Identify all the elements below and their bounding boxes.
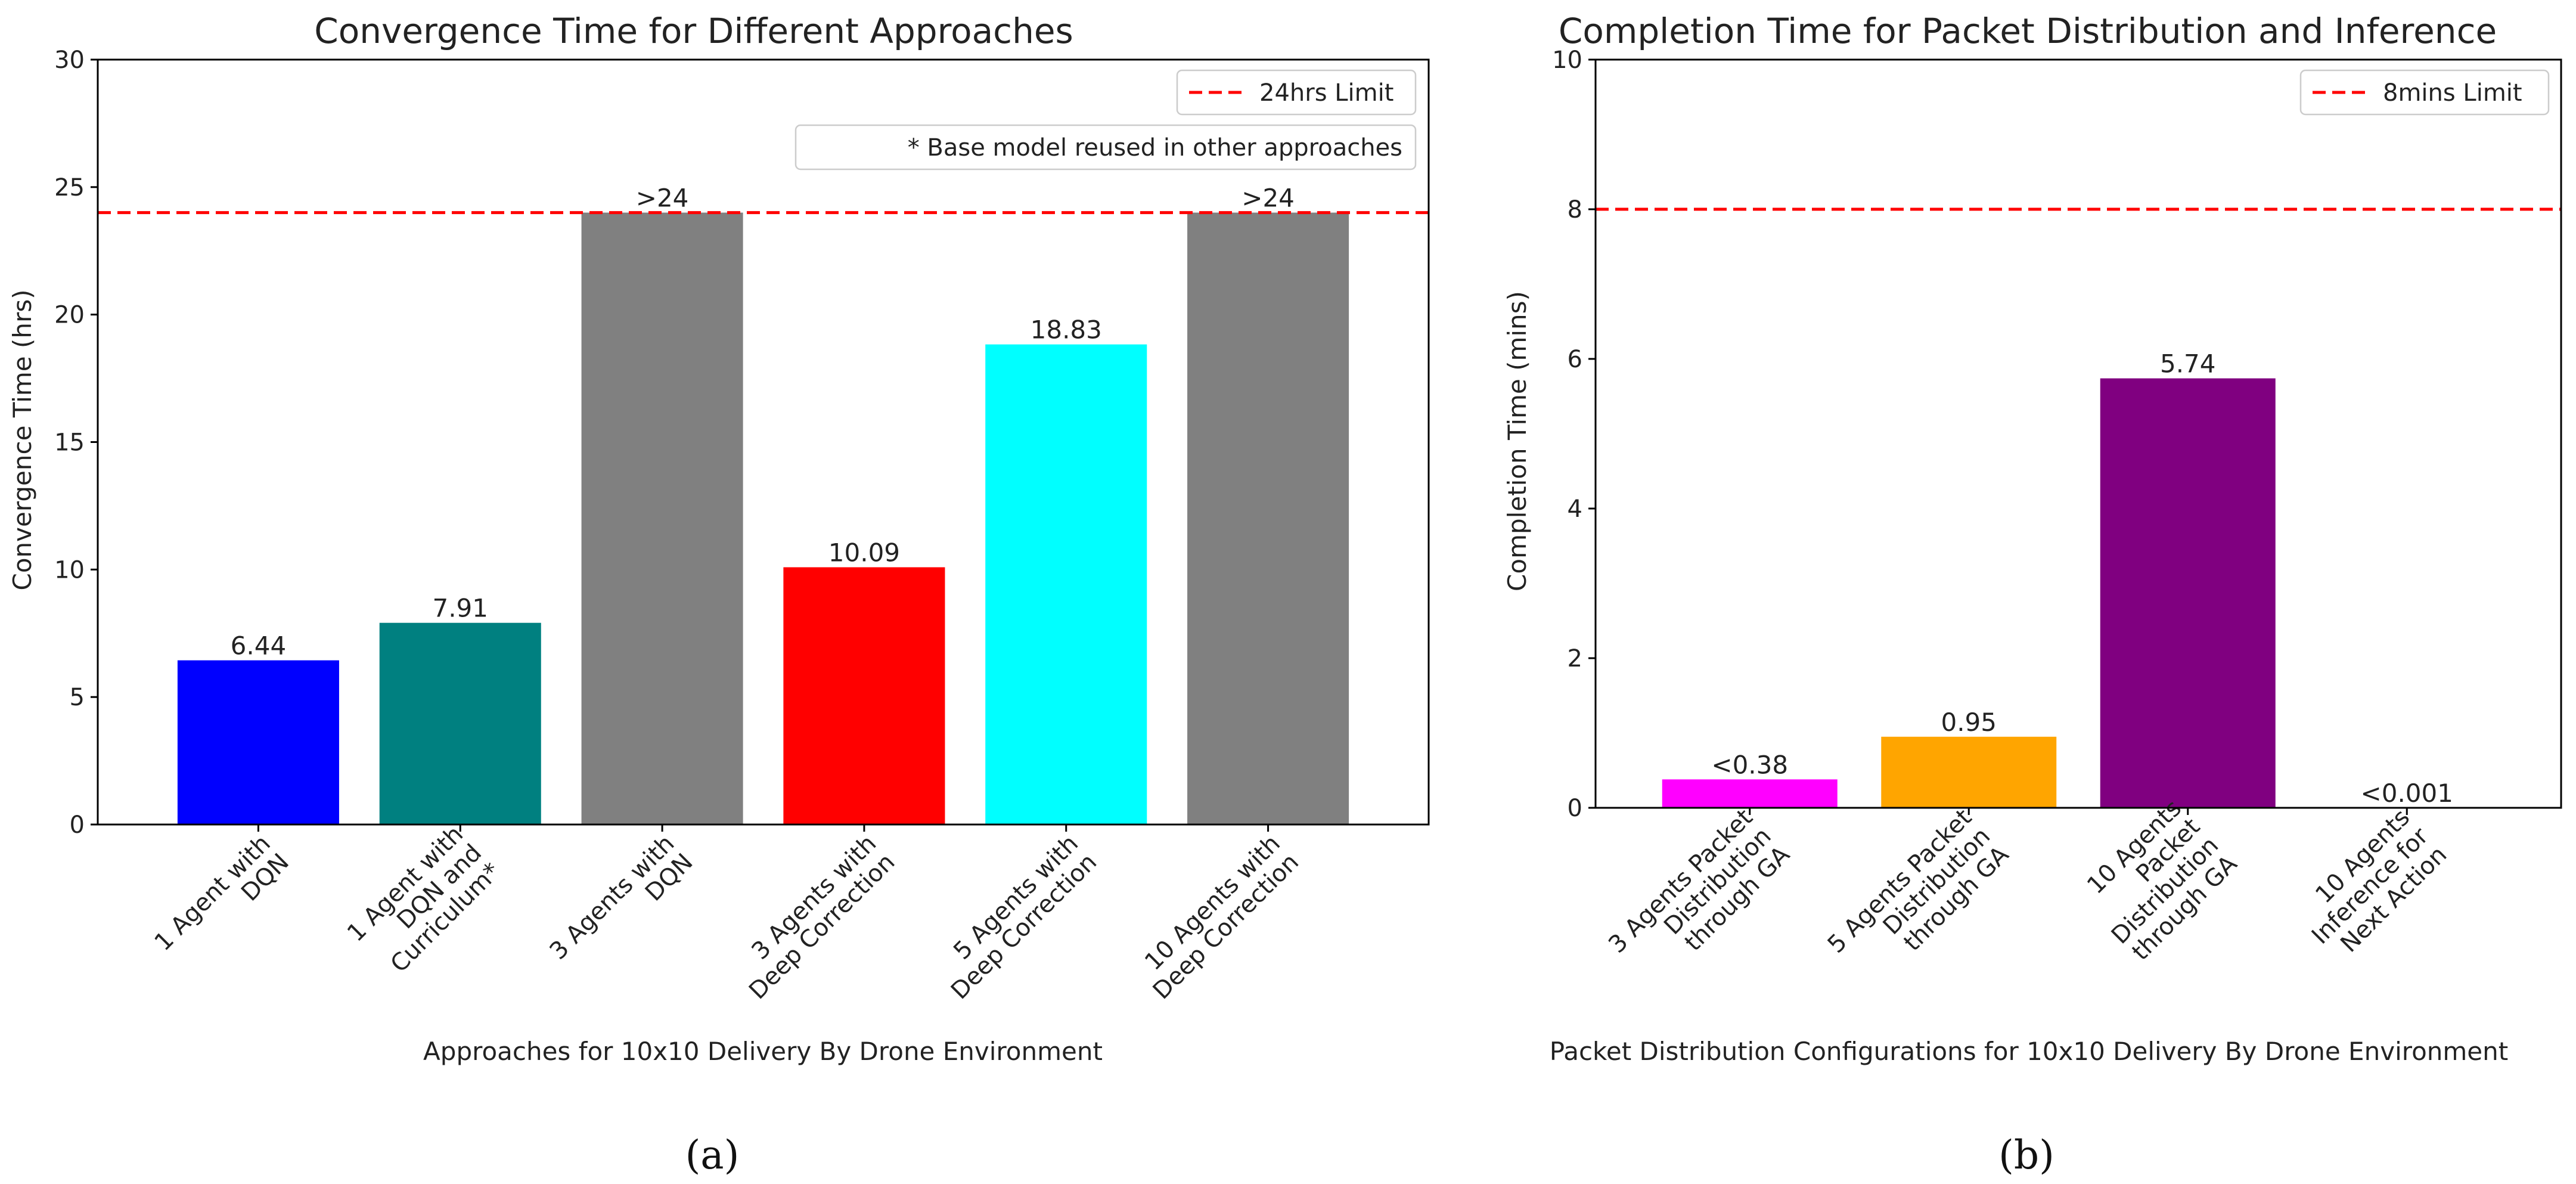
chart-a-value-label: 10.09 [828, 538, 900, 567]
chart-a-bar [985, 344, 1147, 825]
chart-a-ytick-label: 15 [54, 429, 85, 457]
chart-a-note-box [794, 124, 1417, 171]
chart-b-subfigure-label: (b) [1998, 1132, 2054, 1178]
chart-b-ytick-label: 8 [1568, 196, 1582, 224]
chart-a-ytick-label: 20 [54, 302, 85, 329]
chart-b-ytick-label: 2 [1568, 645, 1582, 672]
chart-b-value-label: <0.38 [1711, 750, 1788, 779]
chart-a-ytick-label: 25 [54, 174, 85, 202]
chart-a-title: Convergence Time for Different Approache… [314, 11, 1073, 51]
chart-b-yticks: 0 2 4 6 8 10 [1552, 47, 1596, 822]
chart-a-frame [97, 58, 1430, 826]
chart-a: Convergence Time for Different Approache… [8, 11, 1430, 1178]
chart-a-bar [379, 622, 541, 825]
chart-b-ytick-label: 10 [1552, 47, 1582, 74]
chart-b-bar [1662, 779, 1838, 808]
chart-b-value-label: <0.001 [2361, 779, 2453, 808]
chart-b-ylabel: Completion Time (mins) [1503, 291, 1532, 591]
chart-b-ytick-label: 0 [1568, 795, 1582, 822]
chart-a-legend [1176, 69, 1417, 116]
chart-a-bar [783, 567, 945, 825]
chart-a-ytick-label: 10 [54, 556, 85, 584]
chart-a-ytick-label: 30 [54, 47, 85, 74]
chart-b: Completion Time for Packet Distribution … [1503, 11, 2562, 1178]
chart-a-value-label: >24 [1242, 184, 1295, 213]
chart-b-bar [2100, 378, 2276, 808]
chart-b-legend-label: 8mins Limit [2383, 79, 2522, 107]
chart-a-bar [177, 660, 339, 825]
chart-a-ytick-label: 0 [70, 811, 85, 839]
chart-b-legend [2299, 69, 2550, 116]
chart-b-ytick-label: 6 [1568, 346, 1582, 373]
chart-b-ytick-label: 4 [1568, 495, 1582, 523]
chart-b-value-labels: <0.38 0.95 5.74 <0.001 [1711, 349, 2453, 808]
chart-a-note: * Base model reused in other approaches [908, 134, 1402, 162]
chart-a-xlabel: Approaches for 10x10 Delivery By Drone E… [423, 1037, 1103, 1066]
chart-a-value-label: 18.83 [1031, 315, 1102, 345]
chart-a-legend-label: 24hrs Limit [1259, 79, 1393, 107]
chart-b-value-label: 0.95 [1941, 708, 1997, 737]
chart-a-yticks: 0 5 10 15 20 25 30 [54, 47, 98, 839]
chart-a-ylabel: Convergence Time (hrs) [8, 290, 37, 591]
chart-a-value-label: 7.91 [432, 594, 488, 623]
chart-a-bars [177, 212, 1349, 825]
chart-b-xlabel: Packet Distribution Configurations for 1… [1550, 1037, 2508, 1066]
chart-b-title: Completion Time for Packet Distribution … [1559, 11, 2497, 51]
chart-b-value-label: 5.74 [2160, 349, 2216, 379]
chart-b-bar [1881, 736, 2057, 808]
chart-a-subfigure-label: (a) [685, 1132, 740, 1178]
chart-a-value-label: >24 [636, 184, 689, 213]
chart-b-frame [1594, 58, 2562, 809]
chart-b-bars [1662, 378, 2495, 808]
chart-a-value-label: 6.44 [231, 631, 287, 661]
chart-a-ytick-label: 5 [70, 684, 85, 711]
chart-a-value-labels: 6.44 7.91 >24 10.09 18.83 >24 [231, 184, 1295, 661]
chart-a-bar [1187, 212, 1349, 825]
chart-a-bar [581, 212, 743, 825]
